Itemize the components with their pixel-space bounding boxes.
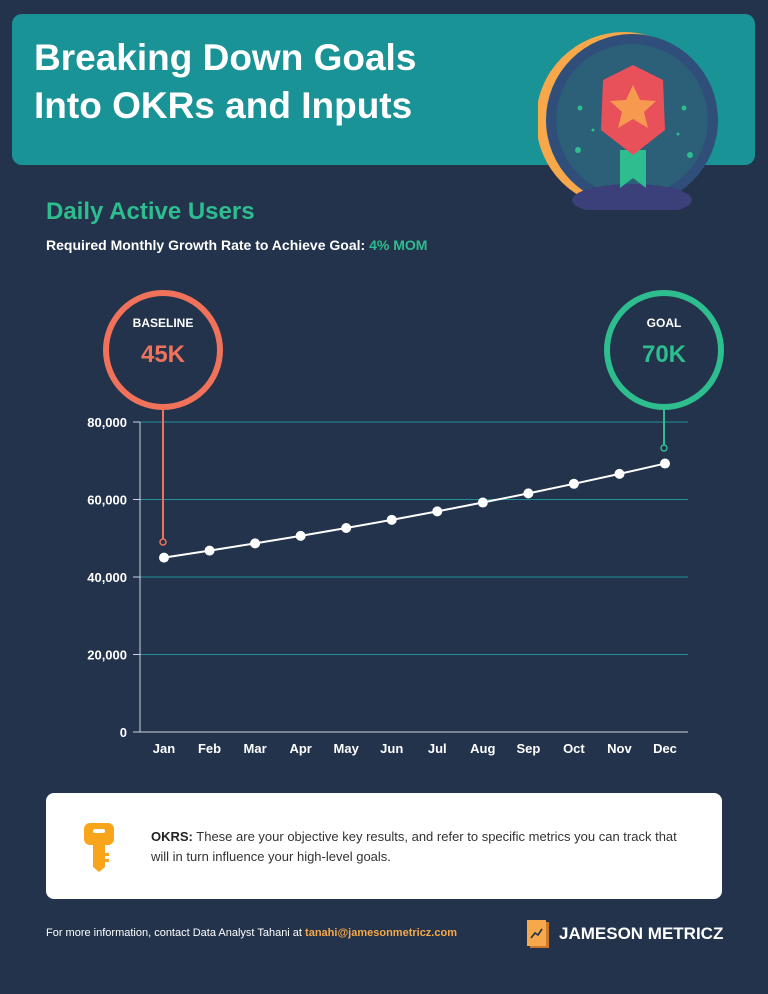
baseline-value: 45K xyxy=(141,341,186,368)
title-line-1: Breaking Down Goals xyxy=(34,37,417,78)
trend-chart-icon xyxy=(527,920,549,948)
data-point xyxy=(568,478,579,489)
x-tick-label: Apr xyxy=(289,741,311,756)
data-point xyxy=(477,497,488,508)
y-tick-label: 80,000 xyxy=(87,415,127,430)
x-tick-label: May xyxy=(334,741,360,756)
data-point xyxy=(432,506,443,517)
y-tick-label: 40,000 xyxy=(87,570,127,585)
data-point xyxy=(341,523,352,534)
brand-logo: JAMESON METRICZ xyxy=(527,920,723,948)
data-point xyxy=(204,545,215,556)
x-tick-label: Aug xyxy=(470,741,495,756)
x-tick-label: Jul xyxy=(428,741,447,756)
goal-value: 70K xyxy=(642,341,687,368)
data-point xyxy=(386,514,397,525)
goal-marker xyxy=(660,444,668,452)
x-tick-label: Jan xyxy=(153,741,175,756)
growth-rate-subtitle: Required Monthly Growth Rate to Achieve … xyxy=(46,237,427,253)
okr-label: OKRS: xyxy=(151,829,193,844)
subtitle-value: 4% MOM xyxy=(369,237,428,253)
x-tick-label: Dec xyxy=(653,741,677,756)
footer-contact: For more information, contact Data Analy… xyxy=(46,927,457,939)
x-tick-label: Oct xyxy=(563,741,585,756)
x-tick-label: Mar xyxy=(244,741,267,756)
okr-description: OKRS: These are your objective key resul… xyxy=(151,827,691,867)
series-line xyxy=(163,462,666,559)
okr-text: These are your objective key results, an… xyxy=(151,829,677,864)
baseline-marker xyxy=(159,538,167,546)
baseline-label: BASELINE xyxy=(133,316,194,330)
brand-name: JAMESON METRICZ xyxy=(559,924,724,943)
okr-info-card: OKRS: These are your objective key resul… xyxy=(46,793,722,899)
y-tick-label: 60,000 xyxy=(87,493,127,508)
x-tick-label: Feb xyxy=(198,741,221,756)
contact-text: For more information, contact Data Analy… xyxy=(46,927,302,939)
dau-line-chart: 0 20,000 40,000 60,000 80,000 BASELINE 45K G… xyxy=(87,290,724,756)
subtitle-label: Required Monthly Growth Rate to Achieve … xyxy=(46,237,366,253)
goal-label: GOAL xyxy=(647,316,682,330)
contact-email-link[interactable]: tanahi@jamesonmetricz.com xyxy=(305,927,457,939)
x-tick-label: Nov xyxy=(607,741,632,756)
y-tick-label: 0 xyxy=(120,725,127,740)
data-point xyxy=(159,552,169,563)
y-tick-label: 20,000 xyxy=(87,648,127,663)
x-tick-label: Sep xyxy=(516,741,540,756)
page-title: Breaking Down Goals Into OKRs and Inputs xyxy=(34,34,474,130)
data-point xyxy=(614,468,625,479)
key-icon xyxy=(84,823,114,872)
x-tick-label: Jun xyxy=(380,741,403,756)
data-point xyxy=(250,538,261,549)
data-point xyxy=(523,488,534,499)
data-point xyxy=(295,530,306,541)
title-line-2: Into OKRs and Inputs xyxy=(34,85,413,126)
medal-star-icon xyxy=(538,32,718,210)
data-point xyxy=(660,458,670,469)
section-title: Daily Active Users xyxy=(46,198,255,225)
